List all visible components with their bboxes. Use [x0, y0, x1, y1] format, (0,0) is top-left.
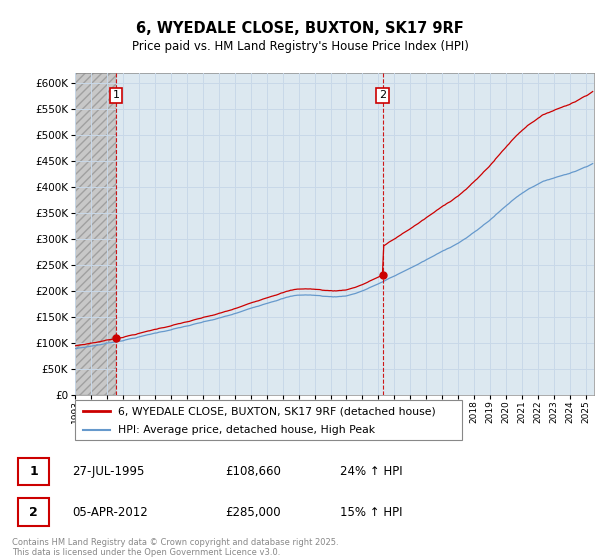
- Text: 6, WYEDALE CLOSE, BUXTON, SK17 9RF (detached house): 6, WYEDALE CLOSE, BUXTON, SK17 9RF (deta…: [118, 407, 436, 417]
- Text: £108,660: £108,660: [225, 465, 281, 478]
- Text: £285,000: £285,000: [225, 506, 281, 519]
- Text: 2: 2: [29, 506, 38, 519]
- Text: 2: 2: [379, 90, 386, 100]
- Text: 1: 1: [113, 90, 119, 100]
- FancyBboxPatch shape: [18, 458, 49, 486]
- Text: 05-APR-2012: 05-APR-2012: [73, 506, 148, 519]
- FancyBboxPatch shape: [18, 498, 49, 526]
- Text: Contains HM Land Registry data © Crown copyright and database right 2025.
This d: Contains HM Land Registry data © Crown c…: [12, 538, 338, 557]
- Text: 24% ↑ HPI: 24% ↑ HPI: [340, 465, 403, 478]
- Text: Price paid vs. HM Land Registry's House Price Index (HPI): Price paid vs. HM Land Registry's House …: [131, 40, 469, 53]
- Text: 27-JUL-1995: 27-JUL-1995: [73, 465, 145, 478]
- Text: 1: 1: [29, 465, 38, 478]
- Text: 6, WYEDALE CLOSE, BUXTON, SK17 9RF: 6, WYEDALE CLOSE, BUXTON, SK17 9RF: [136, 21, 464, 36]
- Text: HPI: Average price, detached house, High Peak: HPI: Average price, detached house, High…: [118, 425, 374, 435]
- Text: 15% ↑ HPI: 15% ↑ HPI: [340, 506, 403, 519]
- FancyBboxPatch shape: [75, 400, 462, 440]
